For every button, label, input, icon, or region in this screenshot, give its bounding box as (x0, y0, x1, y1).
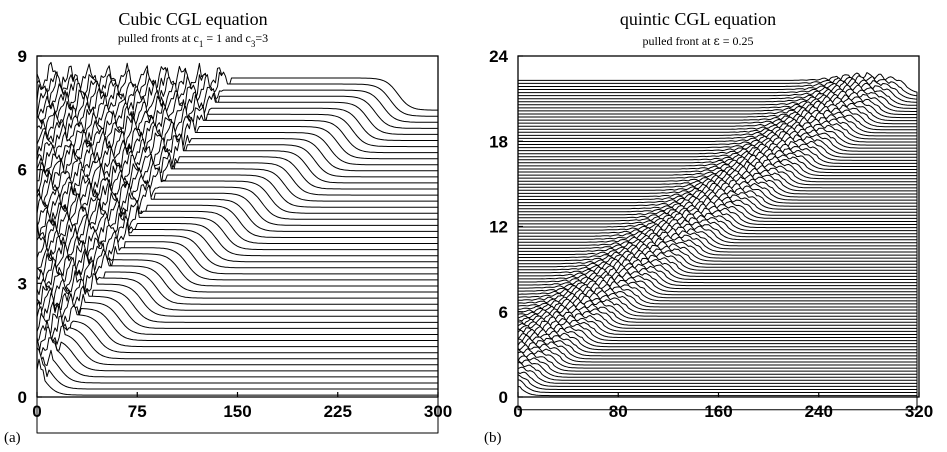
panel-b-title: quintic CGL equation (620, 9, 776, 29)
x-tick-label: 300 (424, 402, 452, 421)
panel-a-title: Cubic CGL equation (118, 9, 267, 29)
panel-b-ticks: 0 80 160 240 320 0 6 12 18 24 (489, 47, 933, 421)
y-tick-label: 6 (499, 303, 508, 322)
x-tick-label: 0 (32, 402, 41, 421)
x-tick-label: 75 (128, 402, 147, 421)
x-tick-label: 150 (223, 402, 251, 421)
y-tick-label: 9 (18, 47, 27, 66)
panel-a-subtitle: pulled fronts at c1 = 1 and c3=3 (118, 31, 268, 49)
x-tick-label: 0 (513, 402, 522, 421)
y-tick-label: 0 (499, 388, 508, 407)
y-tick-label: 3 (18, 274, 27, 293)
x-tick-label: 160 (704, 402, 732, 421)
panel-b-label: (b) (484, 430, 502, 446)
y-tick-label: 18 (489, 132, 508, 151)
panel-b-subtitle: pulled front at ε = 0.25 (643, 34, 754, 48)
panel-a-traces (36, 61, 439, 434)
panel-a: Cubic CGL equation pulled fronts at c1 =… (4, 9, 452, 446)
y-tick-label: 6 (18, 161, 27, 180)
y-tick-label: 12 (489, 218, 508, 237)
panel-a-label: (a) (4, 430, 21, 446)
x-tick-label: 240 (805, 402, 833, 421)
y-tick-label: 24 (489, 47, 508, 66)
panel-a-ticks: 0 75 150 225 300 0 3 6 9 (18, 47, 453, 421)
y-tick-label: 0 (18, 388, 27, 407)
panel-b-traces (517, 72, 918, 411)
x-tick-label: 80 (609, 402, 628, 421)
panel-b: quintic CGL equation pulled front at ε =… (484, 9, 933, 446)
x-tick-label: 225 (324, 402, 352, 421)
x-tick-label: 320 (905, 402, 933, 421)
